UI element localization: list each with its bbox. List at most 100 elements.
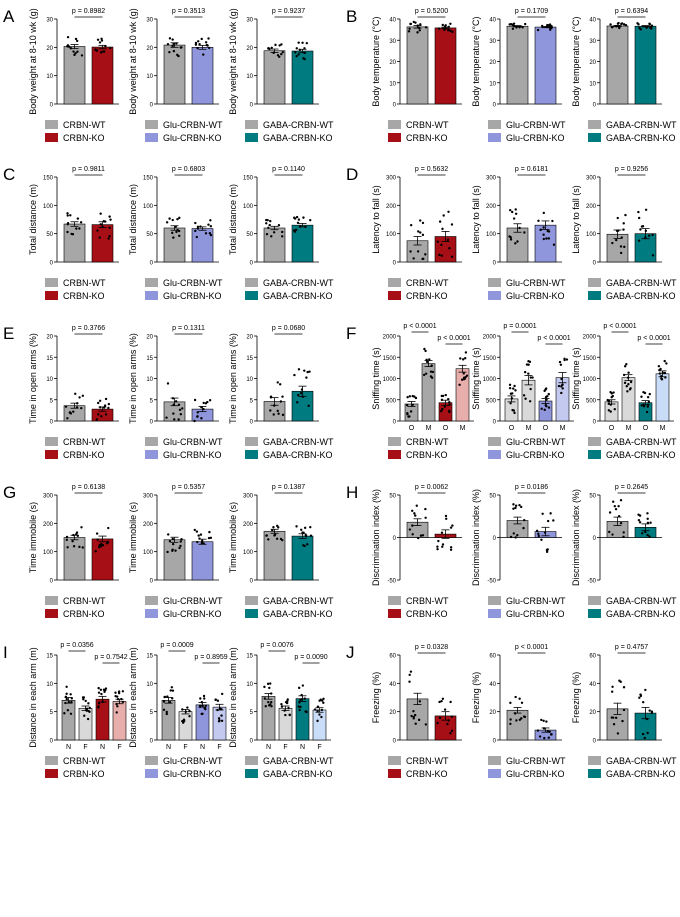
data-point <box>619 251 623 255</box>
data-point <box>561 383 564 386</box>
legend-label: GABA-CRBN-WT <box>263 596 334 606</box>
legend-swatch <box>45 609 58 618</box>
data-point <box>78 396 81 399</box>
data-point <box>174 400 178 403</box>
chart-9-glu: Freezing (%) 0 20 40 60 p < 0.0001 Glu-CRBN-WT… <box>471 644 566 779</box>
legend-label: GABA-CRBN-WT <box>606 278 677 288</box>
y-tick-label: 40 <box>389 682 396 688</box>
legend-swatch <box>145 133 158 142</box>
data-point <box>316 719 319 723</box>
data-point <box>269 703 272 706</box>
legend-label: Glu-CRBN-KO <box>163 291 222 301</box>
data-point <box>84 699 87 703</box>
bar <box>191 47 214 105</box>
data-point <box>613 504 616 508</box>
data-point <box>99 212 102 215</box>
data-point <box>97 401 100 405</box>
data-point <box>303 47 306 50</box>
data-point <box>319 698 322 701</box>
data-point <box>537 534 541 538</box>
y-axis-label: Latency to fall (s) <box>471 185 481 254</box>
data-point <box>193 398 197 402</box>
data-point <box>293 217 297 220</box>
legend-swatch <box>388 437 401 446</box>
data-point <box>295 54 298 58</box>
y-tick-label: 0 <box>393 739 397 745</box>
y-tick-label: 1500 <box>583 356 597 362</box>
data-point <box>512 409 516 412</box>
data-point <box>448 410 451 414</box>
data-point <box>424 26 428 29</box>
data-point <box>207 37 210 40</box>
p-value-label: p < 0.0001 <box>515 644 548 651</box>
legend-label: CRBN-WT <box>406 278 449 288</box>
data-point <box>548 23 552 26</box>
y-tick-label: 100 <box>143 204 154 210</box>
bar <box>506 25 529 105</box>
data-point <box>413 395 416 398</box>
data-point <box>430 376 434 379</box>
data-point <box>99 223 102 226</box>
data-point <box>624 23 628 27</box>
data-point <box>610 716 613 719</box>
legend-swatch <box>588 769 601 778</box>
bar <box>506 709 529 741</box>
data-point <box>270 46 273 49</box>
data-point <box>305 41 309 45</box>
y-tick-label: 0 <box>393 103 397 109</box>
data-point <box>198 43 201 46</box>
data-point <box>436 721 439 725</box>
data-point <box>549 28 552 31</box>
data-point <box>166 42 170 46</box>
chart-8-glu: Distance in each arm (m) 0 5 10 15 N F N Fp = 0.… <box>128 642 231 779</box>
data-point <box>638 521 642 524</box>
data-point <box>204 704 207 707</box>
data-point <box>614 507 618 511</box>
data-point <box>209 225 213 228</box>
data-point <box>638 696 641 699</box>
data-point <box>448 400 451 404</box>
data-point <box>96 538 99 541</box>
y-tick-label: 2000 <box>583 335 597 341</box>
y-tick-label: 60 <box>489 654 496 660</box>
y-tick-label: -50 <box>387 579 396 585</box>
bar <box>521 379 536 422</box>
data-point <box>438 220 442 223</box>
data-point <box>208 530 211 534</box>
data-point <box>207 223 210 226</box>
data-point <box>320 715 323 719</box>
data-point <box>441 23 444 27</box>
p-value-label: p = 0.1709 <box>515 8 548 15</box>
data-point <box>94 48 97 51</box>
y-tick-label: 2000 <box>483 335 497 341</box>
data-point <box>536 729 540 732</box>
data-point <box>165 712 168 716</box>
data-point <box>537 219 540 222</box>
data-point <box>103 690 106 694</box>
data-point <box>644 530 647 534</box>
data-point <box>309 218 312 222</box>
x-tick-label: M <box>560 425 566 432</box>
y-tick-label: 300 <box>586 176 597 182</box>
y-tick-label: 15 <box>246 356 253 362</box>
panel-letter: A <box>3 7 15 26</box>
legend-swatch <box>245 291 258 300</box>
p-value-label: p = 0.5200 <box>415 8 448 15</box>
data-point <box>66 35 70 39</box>
legend-swatch <box>488 596 501 605</box>
data-point <box>294 228 298 232</box>
data-point <box>623 245 626 249</box>
data-point <box>104 687 108 690</box>
data-point <box>649 521 652 524</box>
y-tick-label: 20 <box>489 60 496 66</box>
data-point <box>523 370 527 374</box>
p-value-label: p < 0.0001 <box>603 323 636 330</box>
data-point <box>72 410 75 413</box>
data-point <box>66 214 69 217</box>
y-tick-label: -50 <box>587 579 596 585</box>
data-point <box>424 516 427 519</box>
data-point <box>615 238 618 242</box>
data-point <box>509 402 512 405</box>
panel-letter: E <box>3 324 14 343</box>
data-point <box>263 685 266 689</box>
